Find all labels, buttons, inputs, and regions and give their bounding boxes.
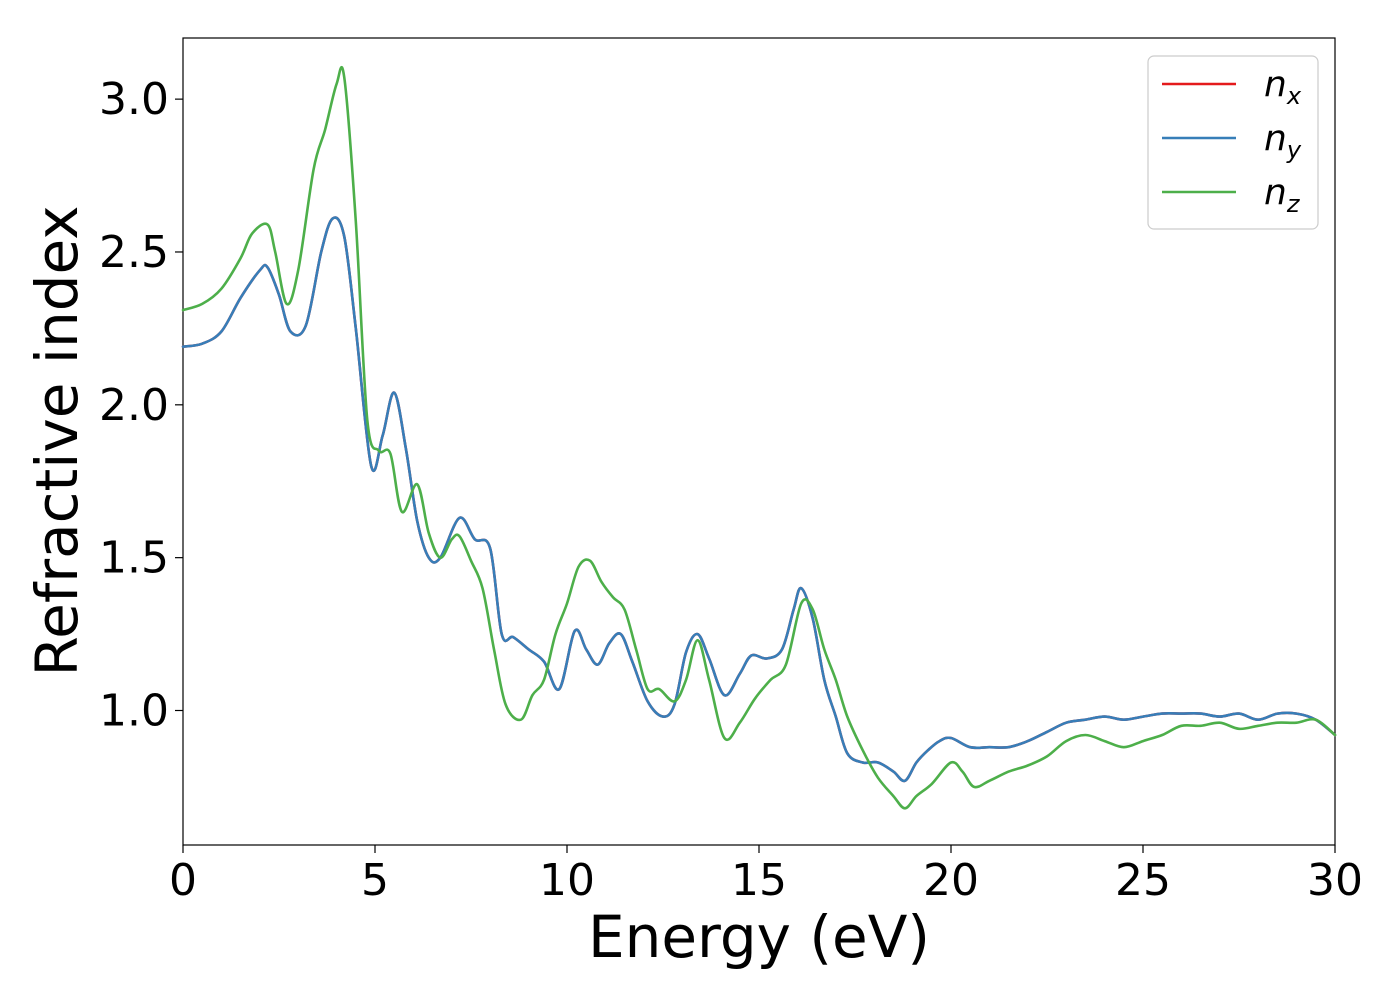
y-tick-label: 1.5 xyxy=(99,533,169,584)
x-axis-label: Energy (eV) xyxy=(588,903,930,971)
x-tick-label: 25 xyxy=(1115,855,1171,906)
x-tick-label: 5 xyxy=(361,855,389,906)
legend-label-ny: ny xyxy=(1264,118,1302,164)
y-tick-label: 2.5 xyxy=(99,227,169,278)
x-tick-label: 15 xyxy=(731,855,787,906)
series-line-nz xyxy=(181,66,1337,810)
x-axis-ticks: 0 5 10 15 20 25 30 xyxy=(169,845,1363,906)
x-tick-label: 0 xyxy=(169,855,197,906)
legend-label-nx: nx xyxy=(1264,64,1302,110)
series-layer xyxy=(181,66,1337,810)
legend-subscript: y xyxy=(1286,136,1302,164)
legend-subscript: z xyxy=(1286,190,1301,218)
legend-subscript: x xyxy=(1286,82,1302,110)
y-tick-label: 1.0 xyxy=(99,686,169,737)
y-tick-label: 2.0 xyxy=(99,380,169,431)
y-axis-label: Refractive index xyxy=(23,205,91,676)
legend-box xyxy=(1147,55,1319,230)
x-tick-label: 20 xyxy=(923,855,979,906)
x-tick-label: 10 xyxy=(539,855,595,906)
series-line-ny xyxy=(181,216,1337,783)
x-tick-label: 30 xyxy=(1307,855,1363,906)
y-tick-label: 3.0 xyxy=(99,74,169,125)
y-axis-ticks: 1.0 1.5 2.0 2.5 3.0 xyxy=(99,74,183,737)
